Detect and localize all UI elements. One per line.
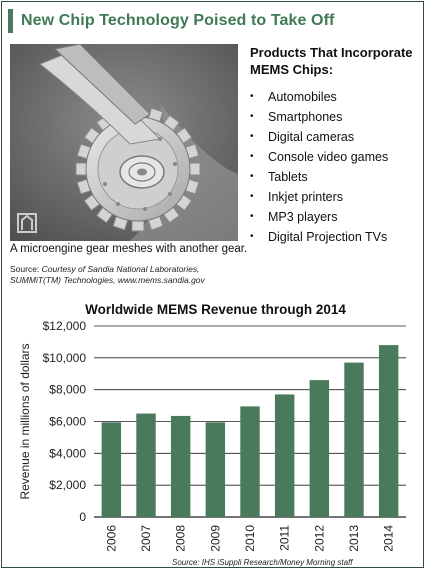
y-tick-label: $2,000 xyxy=(49,478,86,492)
bar-2010 xyxy=(240,406,260,517)
bar-2006 xyxy=(101,422,122,517)
bullet-icon: • xyxy=(250,91,254,102)
product-item-label: Smartphones xyxy=(268,110,343,124)
chart-title: Worldwide MEMS Revenue through 2014 xyxy=(85,302,346,317)
gear-holes xyxy=(103,137,177,211)
bullet-icon: • xyxy=(250,111,254,122)
bar-2011 xyxy=(274,394,295,517)
bullet-icon: • xyxy=(250,231,254,242)
bar-2013 xyxy=(344,362,364,517)
product-item: • Tablets xyxy=(250,167,425,187)
product-item-label: MP3 players xyxy=(268,210,338,224)
y-tick-label: $10,000 xyxy=(43,351,87,365)
product-item: • Digital cameras xyxy=(250,127,425,147)
y-tick-label: $8,000 xyxy=(49,383,86,397)
y-tick-label: $4,000 xyxy=(49,446,86,460)
bar-2012 xyxy=(309,380,330,517)
y-axis-label: Revenue in millions of dollars xyxy=(18,343,32,499)
product-item-label: Digital Projection TVs xyxy=(268,230,388,244)
product-item: • Automobiles xyxy=(250,87,425,107)
product-item-label: Inkjet printers xyxy=(268,190,344,204)
product-item: • Console video games xyxy=(250,147,425,167)
chart-source: Source: IHS iSuppli Research/Money Morni… xyxy=(172,558,422,567)
y-tick-label: $6,000 xyxy=(49,415,86,429)
bullet-icon: • xyxy=(250,191,254,202)
products-list: • Automobiles • Smartphones • Digital camer… xyxy=(250,87,425,247)
bullet-icon: • xyxy=(250,211,254,222)
photo-source: Source: Courtesy of Sandia National Labo… xyxy=(10,264,250,286)
bullet-icon: • xyxy=(250,151,254,162)
sandia-logo-icon xyxy=(17,213,37,233)
product-item-label: Tablets xyxy=(268,170,308,184)
page-title: New Chip Technology Poised to Take Off xyxy=(8,9,418,33)
revenue-bar-chart: 0 $2,000 $4,000 $6,000 $8,000 $10,000 $12,000 R… xyxy=(18,319,406,552)
bar-2007 xyxy=(136,413,156,517)
x-tick-label: 2010 xyxy=(243,525,257,552)
x-tick-label: 2011 xyxy=(278,525,292,551)
bar-2014 xyxy=(378,345,399,517)
photo-source-text: Courtesy of Sandia National Laboratories… xyxy=(10,264,205,285)
photo-source-label: Source: xyxy=(10,264,40,274)
bar-2008 xyxy=(170,415,191,517)
y-tick-label: $12,000 xyxy=(43,319,87,333)
bar-2009 xyxy=(205,422,226,517)
bullet-icon: • xyxy=(250,171,254,182)
product-item: • MP3 players xyxy=(250,207,425,227)
product-item-label: Console video games xyxy=(268,150,389,164)
x-tick-label: 2009 xyxy=(208,525,222,552)
products-panel: Products That Incorporate MEMS Chips: • A… xyxy=(250,44,425,247)
product-item: • Digital Projection TVs xyxy=(250,227,425,247)
y-tick-label: 0 xyxy=(79,510,86,524)
products-heading: Products That Incorporate MEMS Chips: xyxy=(250,45,413,77)
bullet-icon: • xyxy=(250,131,254,142)
product-item-label: Digital cameras xyxy=(268,130,355,144)
x-tick-label: 2012 xyxy=(312,525,326,552)
chart-source-text: Source: IHS iSuppli Research/Money Morni… xyxy=(172,558,353,567)
gear-image xyxy=(10,44,238,241)
x-tick-label: 2013 xyxy=(347,525,361,552)
product-item-label: Automobiles xyxy=(268,90,337,104)
x-tick-label: 2007 xyxy=(139,525,153,552)
photo-caption: A microengine gear meshes with another g… xyxy=(10,243,248,255)
product-item: • Smartphones xyxy=(250,107,425,127)
x-tick-label: 2006 xyxy=(104,525,118,552)
product-item: • Inkjet printers xyxy=(250,187,425,207)
microengine-gear-photo xyxy=(10,44,238,241)
x-tick-label: 2014 xyxy=(382,525,396,552)
x-tick-label: 2008 xyxy=(174,525,188,552)
